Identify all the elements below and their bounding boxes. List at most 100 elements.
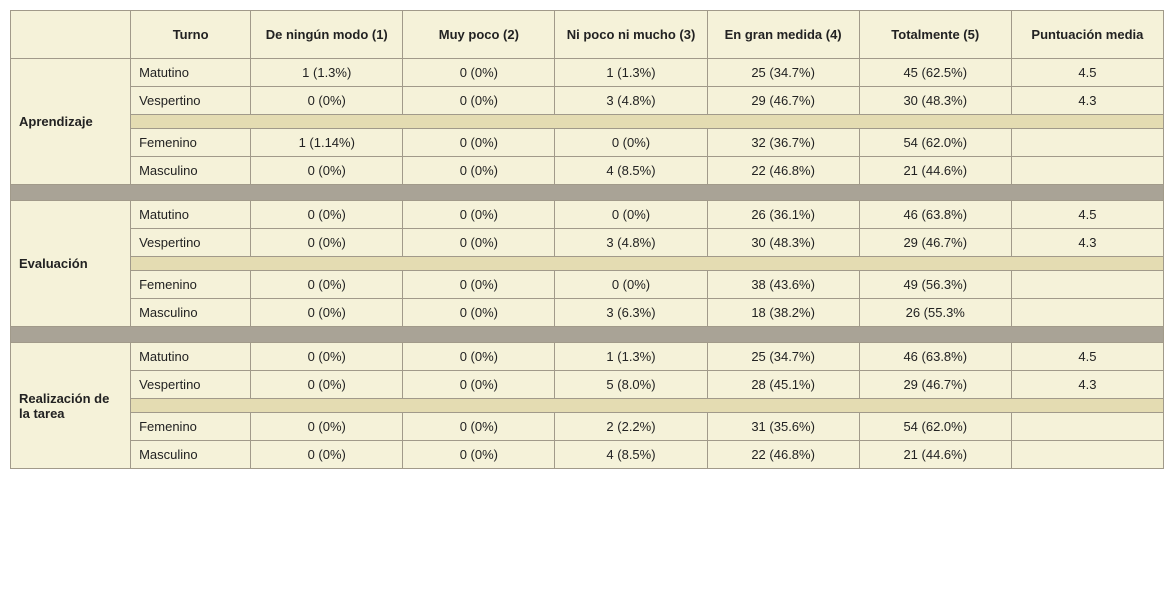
data-cell: 46 (63.8%): [859, 201, 1011, 229]
data-cell: 1 (1.3%): [555, 59, 707, 87]
table-row: Realización de la tareaMatutino0 (0%)0 (…: [11, 343, 1164, 371]
data-cell: 5 (8.0%): [555, 371, 707, 399]
sub-label: Masculino: [131, 157, 251, 185]
table-row: EvaluaciónMatutino0 (0%)0 (0%)0 (0%)26 (…: [11, 201, 1164, 229]
data-cell: 1 (1.3%): [555, 343, 707, 371]
data-cell: 26 (36.1%): [707, 201, 859, 229]
col-mean: Puntuación media: [1011, 11, 1163, 59]
data-cell: 0 (0%): [403, 343, 555, 371]
sub-label: Matutino: [131, 343, 251, 371]
group-label: Evaluación: [11, 201, 131, 327]
data-cell: 0 (0%): [403, 229, 555, 257]
data-cell: 4.3: [1011, 87, 1163, 115]
data-cell: 0 (0%): [403, 129, 555, 157]
group-label: Aprendizaje: [11, 59, 131, 185]
data-cell: 22 (46.8%): [707, 441, 859, 469]
sub-label: Vespertino: [131, 229, 251, 257]
sub-label: Femenino: [131, 271, 251, 299]
survey-table: Turno De ningún modo (1) Muy poco (2) Ni…: [10, 10, 1164, 469]
table-row: Femenino0 (0%)0 (0%)0 (0%)38 (43.6%)49 (…: [11, 271, 1164, 299]
data-cell: 4.5: [1011, 59, 1163, 87]
separator-inner: [11, 115, 1164, 129]
data-cell: 0 (0%): [251, 157, 403, 185]
col-d3: Ni poco ni mucho (3): [555, 11, 707, 59]
data-cell: 3 (4.8%): [555, 87, 707, 115]
data-cell: 30 (48.3%): [707, 229, 859, 257]
separator-between: [11, 185, 1164, 201]
data-cell: 0 (0%): [555, 271, 707, 299]
data-cell: 25 (34.7%): [707, 59, 859, 87]
col-d1: De ningún modo (1): [251, 11, 403, 59]
data-cell: [1011, 413, 1163, 441]
table-row: Masculino0 (0%)0 (0%)4 (8.5%)22 (46.8%)2…: [11, 157, 1164, 185]
data-cell: 0 (0%): [403, 59, 555, 87]
data-cell: 0 (0%): [251, 201, 403, 229]
data-cell: 38 (43.6%): [707, 271, 859, 299]
sub-label: Vespertino: [131, 371, 251, 399]
col-d2: Muy poco (2): [403, 11, 555, 59]
sub-label: Masculino: [131, 299, 251, 327]
data-cell: 0 (0%): [403, 413, 555, 441]
data-cell: 0 (0%): [403, 87, 555, 115]
sub-label: Matutino: [131, 201, 251, 229]
data-cell: 0 (0%): [403, 299, 555, 327]
table-row: Vespertino0 (0%)0 (0%)3 (4.8%)30 (48.3%)…: [11, 229, 1164, 257]
data-cell: 1 (1.14%): [251, 129, 403, 157]
table-row: Masculino0 (0%)0 (0%)3 (6.3%)18 (38.2%)2…: [11, 299, 1164, 327]
data-cell: 0 (0%): [403, 157, 555, 185]
data-cell: 0 (0%): [251, 229, 403, 257]
sub-label: Femenino: [131, 129, 251, 157]
data-cell: 0 (0%): [251, 371, 403, 399]
data-cell: 0 (0%): [555, 201, 707, 229]
data-cell: 0 (0%): [555, 129, 707, 157]
data-cell: 2 (2.2%): [555, 413, 707, 441]
data-cell: [1011, 299, 1163, 327]
data-cell: 30 (48.3%): [859, 87, 1011, 115]
table-row: Vespertino0 (0%)0 (0%)5 (8.0%)28 (45.1%)…: [11, 371, 1164, 399]
col-d5: Totalmente (5): [859, 11, 1011, 59]
data-cell: 45 (62.5%): [859, 59, 1011, 87]
table-row: Masculino0 (0%)0 (0%)4 (8.5%)22 (46.8%)2…: [11, 441, 1164, 469]
data-cell: 4.3: [1011, 229, 1163, 257]
table-row: AprendizajeMatutino1 (1.3%)0 (0%)1 (1.3%…: [11, 59, 1164, 87]
data-cell: 0 (0%): [251, 271, 403, 299]
data-cell: 22 (46.8%): [707, 157, 859, 185]
data-cell: 0 (0%): [403, 371, 555, 399]
data-cell: [1011, 441, 1163, 469]
data-cell: 18 (38.2%): [707, 299, 859, 327]
data-cell: 54 (62.0%): [859, 129, 1011, 157]
separator-inner: [11, 399, 1164, 413]
data-cell: 4 (8.5%): [555, 441, 707, 469]
data-cell: 0 (0%): [251, 343, 403, 371]
sub-label: Matutino: [131, 59, 251, 87]
data-cell: 3 (4.8%): [555, 229, 707, 257]
data-cell: 29 (46.7%): [707, 87, 859, 115]
separator-between: [11, 327, 1164, 343]
data-cell: 31 (35.6%): [707, 413, 859, 441]
table-row: Femenino0 (0%)0 (0%)2 (2.2%)31 (35.6%)54…: [11, 413, 1164, 441]
col-d4: En gran medida (4): [707, 11, 859, 59]
data-cell: 26 (55.3%: [859, 299, 1011, 327]
col-turno: Turno: [131, 11, 251, 59]
data-cell: 49 (56.3%): [859, 271, 1011, 299]
data-cell: [1011, 271, 1163, 299]
data-cell: 0 (0%): [403, 441, 555, 469]
data-cell: 29 (46.7%): [859, 229, 1011, 257]
data-cell: 21 (44.6%): [859, 157, 1011, 185]
data-cell: 46 (63.8%): [859, 343, 1011, 371]
data-cell: 4.3: [1011, 371, 1163, 399]
data-cell: 29 (46.7%): [859, 371, 1011, 399]
data-cell: 25 (34.7%): [707, 343, 859, 371]
data-cell: [1011, 129, 1163, 157]
data-cell: 4.5: [1011, 201, 1163, 229]
sub-label: Masculino: [131, 441, 251, 469]
group-label: Realización de la tarea: [11, 343, 131, 469]
data-cell: 0 (0%): [251, 441, 403, 469]
sub-label: Vespertino: [131, 87, 251, 115]
data-cell: 54 (62.0%): [859, 413, 1011, 441]
data-cell: 21 (44.6%): [859, 441, 1011, 469]
data-cell: 1 (1.3%): [251, 59, 403, 87]
data-cell: 3 (6.3%): [555, 299, 707, 327]
table-row: Femenino1 (1.14%)0 (0%)0 (0%)32 (36.7%)5…: [11, 129, 1164, 157]
table-header-row: Turno De ningún modo (1) Muy poco (2) Ni…: [11, 11, 1164, 59]
